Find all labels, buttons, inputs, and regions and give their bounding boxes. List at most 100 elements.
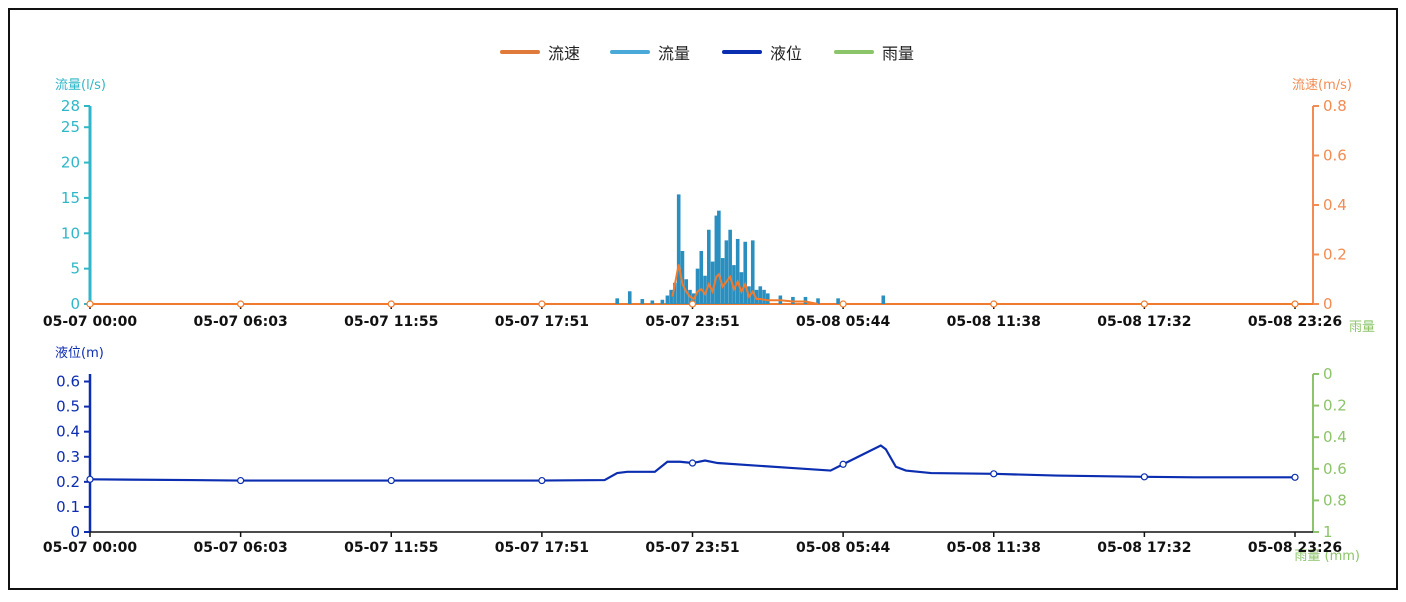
flow-bar <box>743 241 748 304</box>
top-left-tick-label: 10 <box>61 224 80 242</box>
flow-bar <box>665 295 670 304</box>
flow-bar <box>739 272 744 304</box>
top-x-marker <box>387 300 395 308</box>
flow-bar <box>803 296 808 304</box>
flow-bar <box>720 258 725 304</box>
bottom-right-tick-label: 0 <box>1323 365 1333 383</box>
bottom-x-tick-label: 05-08 23:26 <box>1248 540 1342 556</box>
level-marker <box>990 470 998 478</box>
top-right-tick-label: 0.8 <box>1323 97 1347 115</box>
legend-swatch-flow <box>610 50 650 54</box>
top-x-tick-label: 05-07 23:51 <box>645 314 739 330</box>
top-x-marker <box>990 300 998 308</box>
bottom-left-tick-label: 0.5 <box>56 398 80 416</box>
top-x-tick-label: 05-07 00:00 <box>43 314 137 330</box>
bottom-left-tick-label: 0.1 <box>56 498 80 516</box>
top-left-tick-label: 28 <box>61 97 80 115</box>
flow-bar <box>703 275 707 304</box>
velocity-line <box>671 264 819 305</box>
top-left-tick-label: 25 <box>61 118 80 136</box>
flow-bar <box>699 250 704 304</box>
legend-item-velocity[interactable]: 流速 <box>500 44 580 63</box>
flow-bar <box>836 298 840 304</box>
flow-bar <box>816 298 820 304</box>
top-right-tick-label: 0.2 <box>1323 246 1347 264</box>
bottom-left-tick-label: 0.4 <box>56 423 80 441</box>
legend-label-rain: 雨量 <box>882 44 914 63</box>
flow-bar <box>676 194 681 304</box>
level-marker <box>387 476 395 485</box>
bottom-right-tick-label: 0.6 <box>1323 460 1347 478</box>
top-bottom-right-label: 雨量 <box>1349 320 1375 335</box>
legend-item-flow[interactable]: 流量 <box>610 44 690 63</box>
flow-bar <box>627 291 632 304</box>
flow-bar <box>615 298 619 304</box>
top-x-tick-label: 05-07 06:03 <box>194 314 288 330</box>
bottom-x-tick-label: 05-07 17:51 <box>495 540 589 556</box>
legend[interactable]: 流速 流量 液位 雨量 <box>500 44 914 63</box>
bottom-x-tick-label: 05-08 05:44 <box>796 540 890 556</box>
legend-label-flow: 流量 <box>658 44 690 63</box>
bottom-x-tick-label: 05-07 06:03 <box>194 540 288 556</box>
legend-swatch-velocity <box>500 50 540 54</box>
top-x-marker <box>1140 300 1148 308</box>
level-marker <box>1140 473 1148 481</box>
top-left-tick-label: 15 <box>61 189 80 207</box>
flow-bar <box>762 289 766 304</box>
flow-bar <box>707 229 711 304</box>
flow-bar <box>695 268 700 304</box>
bottom-left-tick-label: 0 <box>70 523 80 541</box>
bottom-left-tick-label: 0.6 <box>56 373 80 391</box>
bottom-x-tick-label: 05-07 00:00 <box>43 540 137 556</box>
top-left-axis-title: 流量(l/s) <box>55 78 106 93</box>
legend-label-velocity: 流速 <box>548 44 580 63</box>
top-x-tick-label: 05-08 17:32 <box>1097 314 1191 330</box>
bottom-left-tick-label: 0.2 <box>56 473 80 491</box>
bottom-right-tick-label: 0.4 <box>1323 428 1347 446</box>
top-x-marker <box>1291 300 1299 308</box>
top-x-tick-label: 05-08 23:26 <box>1248 314 1342 330</box>
flow-bar <box>881 295 886 304</box>
bottom-right-tick-label: 1 <box>1323 523 1333 541</box>
top-x-tick-label: 05-07 11:55 <box>344 314 438 330</box>
top-left-tick-label: 0 <box>70 295 80 313</box>
level-marker <box>538 476 546 485</box>
flow-bar <box>680 250 685 304</box>
top-x-marker <box>839 300 847 308</box>
flow-bar <box>732 265 736 304</box>
flow-bar <box>660 299 665 304</box>
legend-item-level[interactable]: 液位 <box>722 44 802 63</box>
flow-bar <box>735 238 740 304</box>
level-marker <box>688 459 697 467</box>
bottom-right-axis-title: 雨量 (mm) <box>1294 549 1360 564</box>
top-left-tick-label: 5 <box>70 260 80 278</box>
top-plot: 0 5 10 15 20 25 28 0 0.2 0.4 0.6 0.8 05-07 00:00 05-0… <box>43 97 1347 330</box>
flow-bar <box>650 300 655 304</box>
flow-bar <box>728 229 732 304</box>
flow-bar <box>724 240 729 304</box>
bottom-right-tick-label: 0.8 <box>1323 491 1347 509</box>
flow-bar <box>717 210 721 304</box>
flow-bar <box>791 296 795 304</box>
level-marker <box>1291 473 1299 481</box>
top-x-marker <box>688 300 697 308</box>
bottom-plot: 0 0.1 0.2 0.3 0.4 0.5 0.6 0 0.2 0.4 0.6 0.8 1 05-07 0… <box>43 365 1347 556</box>
top-right-axis-title: 流速(m/s) <box>1292 78 1352 93</box>
level-marker <box>839 460 847 468</box>
level-marker <box>237 476 245 485</box>
top-x-tick-label: 05-08 11:38 <box>947 314 1041 330</box>
flow-bar <box>640 299 645 304</box>
flow-bar <box>710 261 715 304</box>
top-right-tick-label: 0 <box>1323 295 1333 313</box>
bottom-x-tick-label: 05-07 11:55 <box>344 540 438 556</box>
top-x-marker <box>237 300 245 308</box>
legend-label-level: 液位 <box>770 44 802 63</box>
legend-item-rain[interactable]: 雨量 <box>834 44 914 63</box>
bottom-x-tick-label: 05-07 23:51 <box>645 540 739 556</box>
legend-swatch-rain <box>834 50 874 54</box>
bottom-left-axis-title: 液位(m) <box>55 346 104 361</box>
bottom-left-tick-label: 0.3 <box>56 448 80 466</box>
top-left-tick-label: 20 <box>61 154 80 172</box>
top-right-tick-label: 0.4 <box>1323 196 1347 214</box>
